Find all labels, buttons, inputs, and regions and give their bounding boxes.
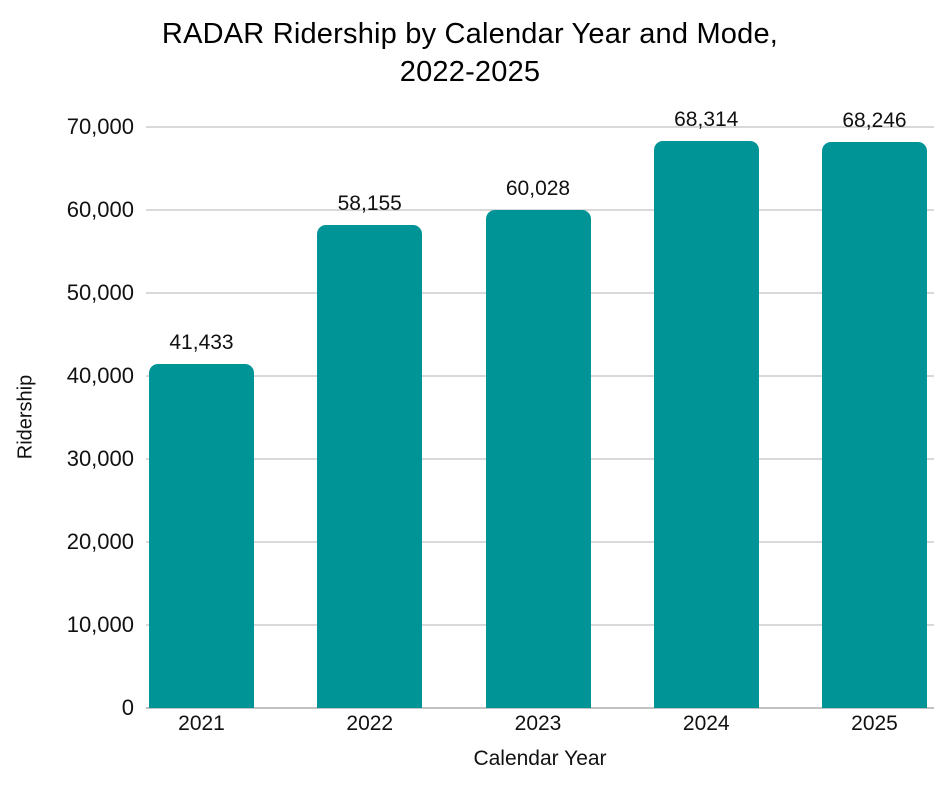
bar-series: 41,433 58,155 60,028 68,314 68,246 [146,108,934,708]
gridline-70,000 [146,126,934,128]
gridline-0 [146,707,934,709]
bar-value-label-2022: 58,155 [337,192,402,216]
x-tick-label-2022: 2022 [346,712,394,735]
bar-2021: 41,433 [149,331,254,708]
bar-slot-2021: 41,433 [149,127,254,708]
chart-title-line-1: RADAR Ridership by Calendar Year and Mod… [161,18,779,50]
bar-slot-2025: 68,246 [822,109,927,708]
y-tick-label-30,000: 30,000 [66,446,134,471]
x-tick-label-2021: 2021 [178,712,225,735]
bar-2025: 68,246 [822,109,927,708]
x-tick-label-2025: 2025 [851,712,898,735]
x-tick-label-2023: 2023 [514,712,562,735]
y-tick-label-20,000: 20,000 [66,529,134,554]
y-tick-label-60,000: 60,000 [66,197,134,222]
bar-value-label-2023: 60,028 [505,176,571,200]
plot-area: 41,433 58,155 60,028 68,314 68,246 [146,108,934,709]
y-tick-label-50,000: 50,000 [66,280,134,305]
bar-slot-2024: 68,314 [653,108,759,708]
bar-slot-2022: 58,155 [317,127,423,708]
chart-title: RADAR Ridership by Calendar Year and Mod… [0,15,940,91]
x-axis-title: Calendar Year [473,747,607,770]
chart-title-line-2: 2022-2025 [399,56,541,88]
x-axis-tick-labels: 2021 2022 2023 2024 2025 [146,712,934,736]
x-tick-label-2024: 2024 [682,712,730,735]
y-tick-label-40,000: 40,000 [66,363,134,388]
bar-value-label-2024: 68,314 [674,108,739,131]
bar-2024: 68,314 [653,108,759,708]
y-tick-label-0: 0 [121,695,134,720]
bar-value-label-2021: 41,433 [169,331,234,355]
bar-value-label-2025: 68,246 [842,108,907,132]
y-axis-tick-labels: 0 10,000 20,000 30,000 40,000 50,000 60,000 70,… [0,114,134,720]
y-tick-label-10,000: 10,000 [66,612,134,637]
y-tick-label-70,000: 70,000 [66,114,134,139]
bar-2022: 58,155 [317,192,423,708]
bar-2023: 60,028 [485,177,591,708]
bar-slot-2023: 60,028 [485,127,591,708]
